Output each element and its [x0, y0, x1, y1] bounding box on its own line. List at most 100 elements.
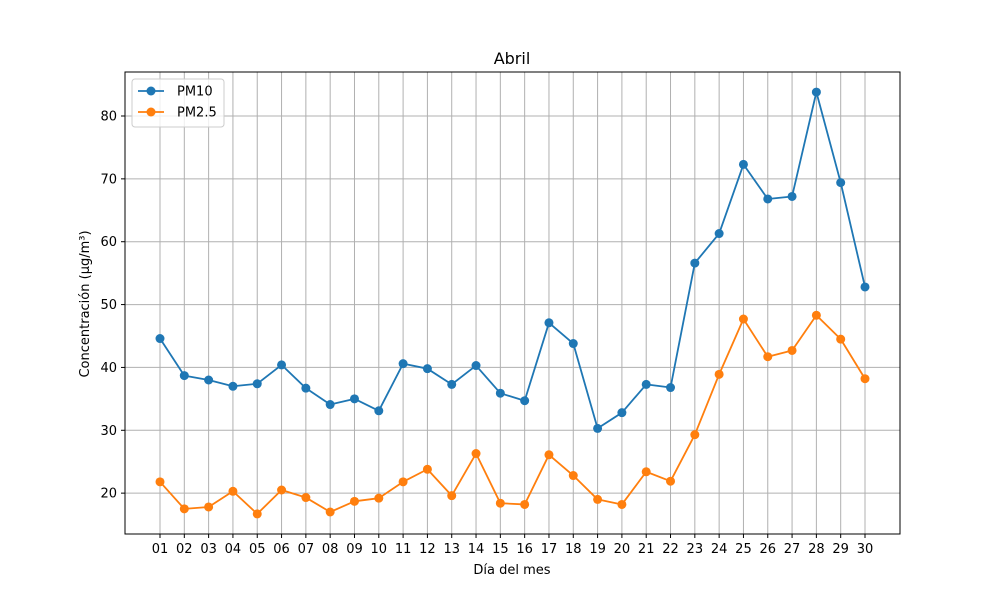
- legend-swatch-marker: [146, 86, 156, 96]
- series-line: [159, 314, 866, 515]
- x-tick-label: 04: [225, 542, 242, 557]
- data-point: [666, 476, 676, 486]
- x-tick-label: 28: [808, 542, 825, 557]
- data-point: [422, 364, 432, 374]
- data-point: [471, 449, 481, 459]
- data-point: [568, 471, 578, 481]
- x-tick-label: 03: [200, 542, 217, 557]
- x-tick-label: 07: [298, 542, 315, 557]
- data-point: [787, 191, 797, 201]
- data-point: [544, 318, 554, 328]
- data-point: [641, 379, 651, 389]
- data-point: [204, 375, 214, 385]
- data-point: [349, 496, 359, 506]
- series-line: [159, 91, 866, 430]
- x-tick-label: 14: [468, 542, 485, 557]
- x-tick-label: 29: [832, 542, 849, 557]
- x-tick-label: 06: [273, 542, 290, 557]
- data-point: [301, 383, 311, 393]
- x-tick-label: 25: [735, 542, 752, 557]
- data-point: [763, 352, 773, 362]
- data-point: [447, 491, 457, 501]
- data-point: [860, 374, 870, 384]
- data-point: [277, 485, 287, 495]
- x-tick-label: 22: [662, 542, 679, 557]
- data-point: [836, 334, 846, 344]
- data-point: [325, 400, 335, 410]
- chart-title: Abril: [494, 49, 531, 68]
- series-pm2-5: [155, 310, 870, 519]
- data-point: [860, 282, 870, 292]
- x-tick-label: 17: [541, 542, 558, 557]
- data-point: [447, 379, 457, 389]
- plot-frame: [124, 71, 901, 535]
- data-point: [349, 394, 359, 404]
- x-tick-label: 23: [687, 542, 704, 557]
- data-point: [714, 369, 724, 379]
- data-point: [593, 494, 603, 504]
- data-point: [228, 486, 238, 496]
- x-tick-label: 13: [443, 542, 460, 557]
- y-tick-label: 50: [100, 298, 117, 313]
- x-tick-label: 24: [711, 542, 728, 557]
- data-point: [593, 423, 603, 433]
- data-point: [836, 178, 846, 188]
- x-tick-label: 27: [784, 542, 801, 557]
- data-point: [641, 467, 651, 477]
- data-point: [301, 493, 311, 503]
- data-point: [155, 477, 165, 487]
- y-tick-label: 60: [100, 235, 117, 250]
- data-point: [738, 314, 748, 324]
- data-point: [252, 509, 262, 519]
- x-axis-label: Día del mes: [473, 563, 550, 578]
- data-point: [204, 502, 214, 512]
- x-tick-label: 15: [492, 542, 509, 557]
- data-point: [252, 379, 262, 389]
- data-point: [666, 383, 676, 393]
- data-point: [763, 194, 773, 204]
- legend-label: PM10: [177, 85, 213, 100]
- y-tick-label: 40: [100, 361, 117, 376]
- data-point: [179, 371, 189, 381]
- x-tick-label: 08: [322, 542, 339, 557]
- data-point: [398, 477, 408, 487]
- data-point: [398, 359, 408, 369]
- grid: [125, 72, 900, 534]
- data-point: [690, 258, 700, 268]
- ticks: 01 02 03 04 05 06 07 08 09 10 11 12 13 14 15 16 17 18 19 20…: [100, 110, 873, 558]
- y-axis-label: Concentración (µg/m³): [78, 230, 93, 377]
- legend-swatch-marker: [146, 107, 156, 117]
- data-point: [228, 381, 238, 391]
- data-point: [690, 430, 700, 440]
- data-point: [738, 159, 748, 169]
- data-point: [277, 360, 287, 370]
- x-tick-label: 09: [346, 542, 363, 557]
- data-point: [520, 396, 530, 406]
- series-group: [155, 87, 870, 519]
- data-point: [325, 507, 335, 517]
- data-point: [811, 87, 821, 97]
- data-point: [179, 504, 189, 514]
- legend-item: PM10: [138, 85, 213, 100]
- data-point: [787, 345, 797, 355]
- data-point: [495, 388, 505, 398]
- y-tick-label: 70: [100, 172, 117, 187]
- x-tick-label: 20: [614, 542, 631, 557]
- data-point: [811, 310, 821, 320]
- x-tick-label: 02: [176, 542, 193, 557]
- legend-item: PM2.5: [138, 106, 217, 121]
- data-point: [374, 406, 384, 416]
- x-tick-label: 11: [395, 542, 412, 557]
- data-point: [422, 464, 432, 474]
- y-tick-label: 30: [100, 424, 117, 439]
- x-tick-label: 21: [638, 542, 655, 557]
- x-tick-label: 30: [857, 542, 874, 557]
- x-tick-label: 12: [419, 542, 436, 557]
- data-point: [520, 499, 530, 509]
- x-tick-label: 10: [371, 542, 388, 557]
- data-point: [374, 493, 384, 503]
- x-tick-label: 26: [759, 542, 776, 557]
- x-tick-label: 18: [565, 542, 582, 557]
- legend-label: PM2.5: [177, 106, 217, 121]
